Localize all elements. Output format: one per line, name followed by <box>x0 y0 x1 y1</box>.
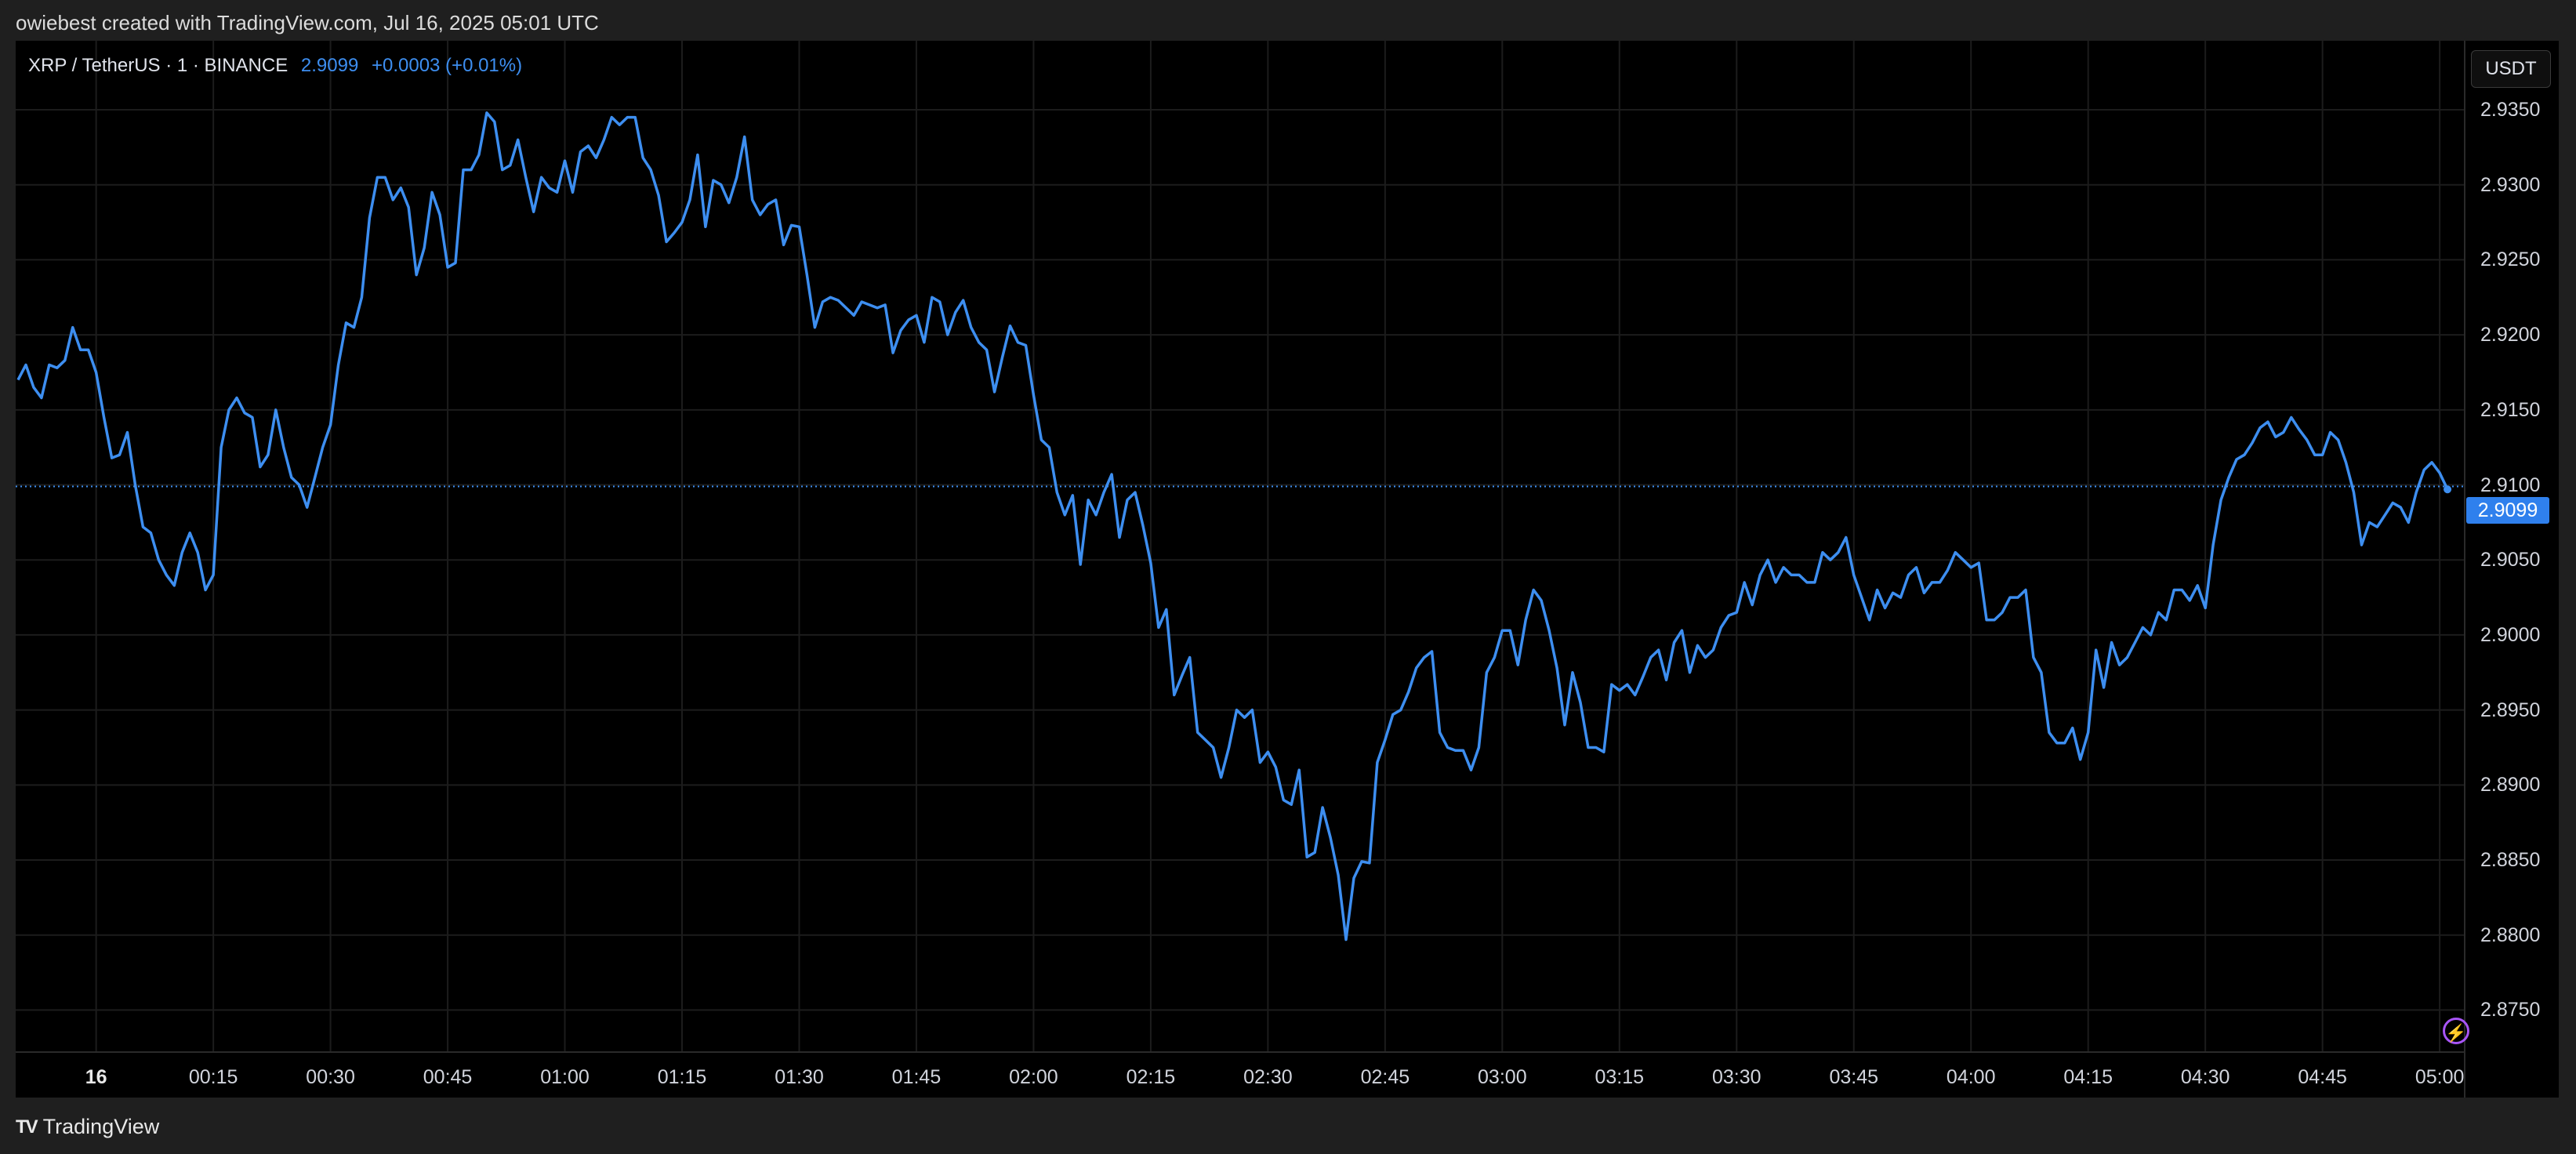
tradingview-logo[interactable]: TV TradingView <box>16 1115 159 1139</box>
current-price-tag: 2.9099 <box>2466 497 2549 524</box>
brand-name: TradingView <box>42 1115 160 1138</box>
x-tick-label: 00:45 <box>423 1066 473 1088</box>
currency-button[interactable]: USDT <box>2471 50 2551 88</box>
x-tick-label: 16 <box>85 1066 107 1088</box>
x-tick-label: 00:15 <box>188 1066 238 1088</box>
x-tick-label: 03:30 <box>1711 1066 1761 1088</box>
x-tick-label: 04:30 <box>2180 1066 2230 1088</box>
y-tick-label: 2.9050 <box>2480 549 2541 572</box>
x-tick-label: 02:45 <box>1360 1066 1410 1088</box>
x-tick-label: 02:30 <box>1243 1066 1293 1088</box>
x-tick-label: 02:00 <box>1009 1066 1058 1088</box>
lightning-bolt-icon[interactable]: ⚡ <box>2443 1018 2469 1044</box>
y-tick-label: 2.9150 <box>2480 398 2541 421</box>
x-tick-label: 02:15 <box>1126 1066 1176 1088</box>
x-tick-label: 03:15 <box>1595 1066 1645 1088</box>
y-tick-label: 2.8800 <box>2480 924 2541 946</box>
x-tick-label: 03:45 <box>1829 1066 1879 1088</box>
y-tick-label: 2.9300 <box>2480 173 2541 196</box>
symbol-name[interactable]: XRP / TetherUS · 1 · BINANCE <box>28 55 288 76</box>
y-tick-label: 2.8900 <box>2480 774 2541 797</box>
tradingview-logo-icon: TV <box>16 1116 38 1138</box>
last-price-point <box>2444 485 2452 494</box>
price-series-line <box>16 111 2449 942</box>
x-tick-label: 04:00 <box>1946 1066 1996 1088</box>
x-tick-label: 01:00 <box>540 1066 590 1088</box>
x-tick-label: 01:30 <box>775 1066 824 1088</box>
chart-area[interactable] <box>16 41 2559 1098</box>
symbol-price: 2.9099 <box>300 55 359 76</box>
symbol-info[interactable]: XRP / TetherUS · 1 · BINANCE 2.9099 +0.0… <box>28 55 522 77</box>
x-tick-label: 03:00 <box>1478 1066 1527 1088</box>
y-tick-label: 2.9350 <box>2480 99 2541 122</box>
y-tick-label: 2.9200 <box>2480 324 2541 347</box>
chart-credit: owiebest created with TradingView.com, J… <box>16 11 599 34</box>
y-tick-label: 2.8750 <box>2480 999 2541 1022</box>
y-tick-label: 2.8850 <box>2480 849 2541 871</box>
y-tick-label: 2.8950 <box>2480 699 2541 721</box>
x-tick-label: 00:30 <box>306 1066 355 1088</box>
x-tick-label: 05:00 <box>2415 1066 2465 1088</box>
x-tick-label: 01:15 <box>657 1066 707 1088</box>
y-tick-label: 2.9000 <box>2480 623 2541 646</box>
symbol-change: +0.0003 (+0.01%) <box>371 55 523 76</box>
y-tick-label: 2.9250 <box>2480 249 2541 271</box>
y-tick-label: 2.9100 <box>2480 474 2541 496</box>
x-tick-label: 04:45 <box>2298 1066 2347 1088</box>
price-chart[interactable] <box>16 41 2559 1098</box>
x-tick-label: 01:45 <box>891 1066 942 1088</box>
x-tick-label: 04:15 <box>2063 1066 2113 1088</box>
